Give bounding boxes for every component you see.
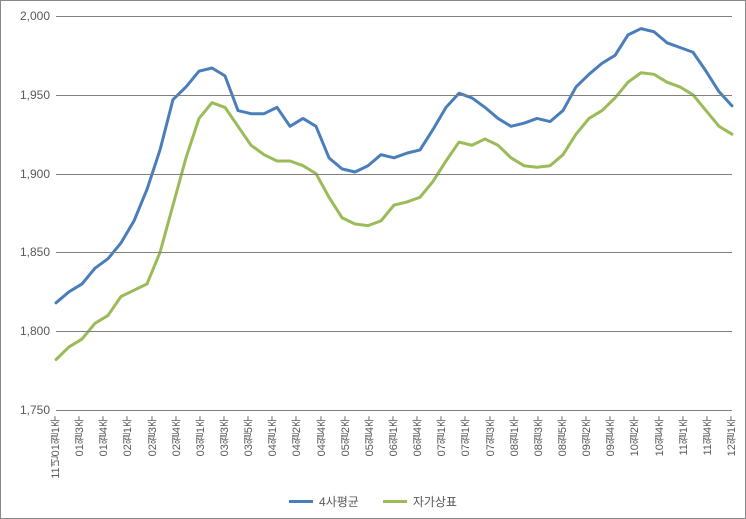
x-tick-label: 11년01월1주 <box>48 416 64 479</box>
gridline <box>56 410 732 411</box>
x-tick-label: 09월2주 <box>579 416 595 456</box>
legend-item: 자가상표 <box>383 493 457 510</box>
x-tick-label: 05월2주 <box>338 416 354 456</box>
gridline <box>56 174 732 175</box>
x-tick-label: 07월1주 <box>434 416 450 456</box>
legend-swatch <box>383 500 407 503</box>
line-chart: 1,750 1,800 1,850 1,900 1,950 2,000 11년01월1주 01… <box>0 0 746 519</box>
gridline <box>56 252 732 253</box>
y-tick-label: 1,750 <box>20 403 50 417</box>
x-tick-label: 11월4주 <box>700 416 716 456</box>
x-tick-label: 05월4주 <box>362 416 378 456</box>
chart-svg <box>56 16 732 410</box>
y-tick-label: 2,000 <box>20 9 50 23</box>
gridline <box>56 16 732 17</box>
x-tick-label: 01월3주 <box>72 416 88 456</box>
x-tick-label: 04월1주 <box>265 416 281 456</box>
x-tick-label: 07월1주 <box>458 416 474 456</box>
y-tick-label: 1,900 <box>20 167 50 181</box>
legend-item: 4사평균 <box>289 493 359 510</box>
y-tick-label: 1,950 <box>20 88 50 102</box>
x-tick-label: 04월2주 <box>289 416 305 456</box>
legend-label: 자가상표 <box>413 493 457 510</box>
x-tick-label: 03월1주 <box>193 416 209 456</box>
legend-label: 4사평균 <box>319 493 359 510</box>
x-tick-label: 01월4주 <box>96 416 112 456</box>
x-tick-label: 12월1주 <box>724 416 740 456</box>
x-tick-label: 03월5주 <box>241 416 257 456</box>
x-tick-label: 08월1주 <box>507 416 523 456</box>
x-tick-label: 04월4주 <box>314 416 330 456</box>
x-tick-label: 02월3주 <box>145 416 161 456</box>
y-tick-label: 1,850 <box>20 245 50 259</box>
x-tick-label: 06월1주 <box>386 416 402 456</box>
gridline <box>56 95 732 96</box>
x-tick-label: 10월2주 <box>627 416 643 456</box>
x-tick-label: 11월1주 <box>676 416 692 456</box>
plot-area: 1,7501,8001,8501,9001,9502,00011년01월1주01… <box>56 16 732 410</box>
gridline <box>56 331 732 332</box>
x-tick-label: 06월4주 <box>410 416 426 456</box>
x-tick-label: 08월3주 <box>531 416 547 456</box>
legend: 4사평균 자가상표 <box>289 493 457 510</box>
x-tick-label: 10월4주 <box>652 416 668 456</box>
x-tick-label: 09월4주 <box>603 416 619 456</box>
x-tick-label: 03월3주 <box>217 416 233 456</box>
x-tick-label: 07월3주 <box>483 416 499 456</box>
y-tick-label: 1,800 <box>20 324 50 338</box>
x-tick-label: 02월4주 <box>169 416 185 456</box>
x-tick-label: 08월5주 <box>555 416 571 456</box>
series-line <box>56 73 732 360</box>
legend-swatch <box>289 500 313 503</box>
x-tick-label: 02월1주 <box>120 416 136 456</box>
